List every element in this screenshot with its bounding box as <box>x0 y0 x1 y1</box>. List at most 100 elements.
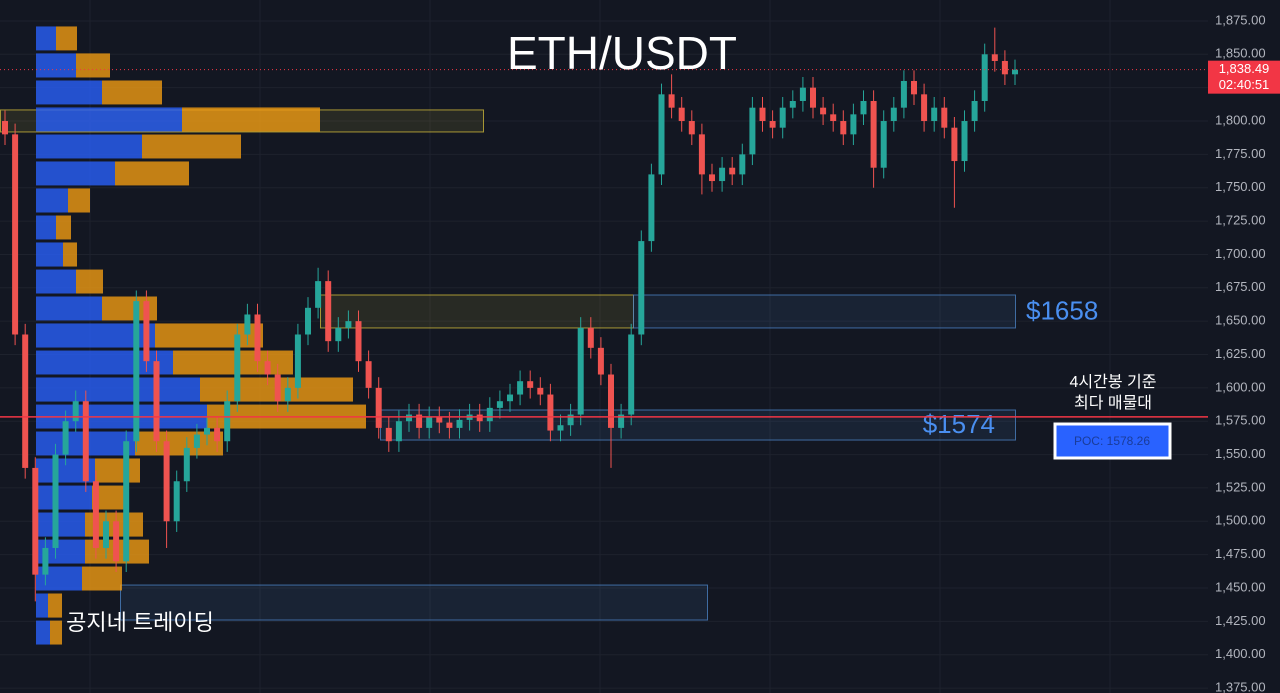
candle-body <box>486 407 493 422</box>
candle-body <box>709 174 715 182</box>
profile-buy <box>36 26 56 51</box>
candle-body <box>597 347 604 375</box>
candle-body <box>911 80 917 95</box>
profile-sell <box>102 296 157 321</box>
candle-body <box>22 334 29 468</box>
profile-buy <box>36 377 200 402</box>
candle-body <box>587 327 594 348</box>
candle-body <box>1012 69 1018 75</box>
candle-body <box>123 441 130 562</box>
candle-body <box>759 107 766 122</box>
candle-body <box>799 87 806 102</box>
candle-body <box>284 387 291 402</box>
candle-body <box>305 307 311 335</box>
candle-body <box>416 414 423 428</box>
candle-body <box>628 334 635 415</box>
candle-body <box>2 121 8 135</box>
candle-body <box>183 447 190 482</box>
candle-body <box>103 521 109 548</box>
candle-body <box>406 414 412 422</box>
zone <box>380 409 1016 441</box>
watermark: 공지네 트레이딩 <box>66 610 214 635</box>
candle-body <box>931 107 938 122</box>
candle-body <box>648 174 655 242</box>
profile-buy <box>36 593 48 618</box>
candle-body <box>900 80 907 108</box>
profile-buy <box>36 350 173 375</box>
candle-body <box>789 101 796 108</box>
candle-body <box>133 301 140 442</box>
poc-note: 4시간봉 기준 <box>1070 373 1157 391</box>
candle-body <box>385 427 392 442</box>
zone <box>120 584 708 621</box>
candle-body <box>62 421 69 455</box>
candle-body <box>779 107 786 128</box>
y-tick-label: 1,875.00 <box>1215 12 1266 27</box>
profile-sell <box>173 350 293 375</box>
zone-label: $1574 <box>923 409 995 439</box>
candle-body <box>345 321 352 328</box>
y-tick-label: 1,850.00 <box>1215 46 1266 61</box>
candle-body <box>507 394 513 402</box>
y-tick-label: 1,800.00 <box>1215 112 1266 127</box>
candle-body <box>426 417 433 428</box>
candle-body <box>244 314 251 335</box>
poc-label: POC: 1578.26 <box>1074 434 1150 448</box>
y-tick-label: 1,700.00 <box>1215 246 1266 261</box>
candle-body <box>850 114 857 135</box>
candle-body <box>567 414 574 426</box>
candle-body <box>719 167 726 182</box>
candle-body <box>1001 60 1008 75</box>
y-tick-label: 1,425.00 <box>1215 613 1266 628</box>
candle-body <box>820 107 827 115</box>
y-tick-label: 1,375.00 <box>1215 680 1266 693</box>
candle-body <box>941 107 948 128</box>
y-tick-label: 1,550.00 <box>1215 446 1266 461</box>
candle-body <box>325 281 332 342</box>
profile-buy <box>36 242 63 267</box>
candle-body <box>163 441 170 522</box>
candle-body <box>749 107 756 155</box>
candle-body <box>638 241 645 335</box>
profile-sell <box>182 107 320 132</box>
poc-note: 최다 매물대 <box>1074 394 1152 412</box>
profile-sell <box>135 431 223 456</box>
candle-body <box>315 281 322 308</box>
candle-body <box>446 422 453 428</box>
candle-body <box>153 361 160 442</box>
profile-sell <box>50 620 62 645</box>
zone-label: $1658 <box>1026 295 1098 325</box>
y-tick-label: 1,475.00 <box>1215 546 1266 561</box>
candle-body <box>365 361 372 388</box>
zone <box>320 294 634 329</box>
profile-buy <box>36 296 102 321</box>
candle-body <box>547 394 554 431</box>
candle-body <box>840 121 847 135</box>
candle-body <box>517 381 524 395</box>
profile-sell <box>95 458 140 483</box>
candle-body <box>436 417 443 423</box>
chart-title: ETH/USDT <box>507 27 737 79</box>
candle-body <box>375 387 382 428</box>
y-tick-label: 1,750.00 <box>1215 179 1266 194</box>
y-tick-label: 1,500.00 <box>1215 513 1266 528</box>
candle-body <box>890 107 897 122</box>
candle-body <box>52 454 59 548</box>
candle-body <box>880 121 887 168</box>
candle-body <box>608 374 614 428</box>
candle-body <box>32 467 39 575</box>
profile-buy <box>36 620 50 645</box>
candle-body <box>72 401 79 422</box>
candle-body <box>335 327 342 342</box>
candle-body <box>274 374 281 402</box>
profile-sell <box>92 485 128 510</box>
candle-body <box>395 421 402 442</box>
y-tick-label: 1,600.00 <box>1215 379 1266 394</box>
candle-body <box>113 521 120 562</box>
candle-body <box>860 101 867 115</box>
profile-sell <box>56 215 71 240</box>
candle-body <box>729 167 736 175</box>
y-tick-label: 1,625.00 <box>1215 346 1266 361</box>
poc-box <box>1053 422 1172 460</box>
